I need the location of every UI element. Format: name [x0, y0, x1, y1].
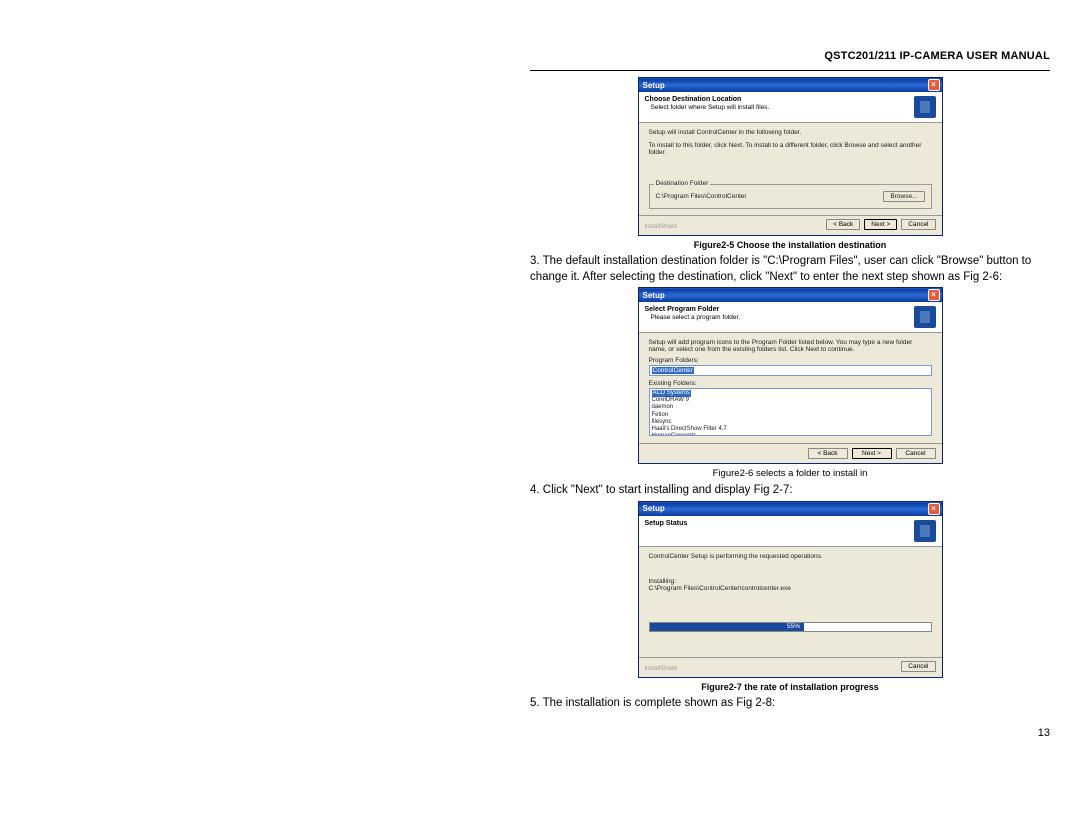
titlebar-text: Setup	[643, 504, 665, 513]
paragraph: 3. The default installation destination …	[530, 254, 1050, 285]
progress-percent: 55%	[787, 623, 800, 630]
paragraph: 4. Click "Next" to start installing and …	[530, 483, 1050, 499]
titlebar-text: Setup	[643, 81, 665, 90]
dialog-body: Setup will add program icons to the Prog…	[639, 333, 942, 443]
next-button[interactable]: Next >	[852, 448, 892, 459]
installer-icon	[914, 520, 936, 542]
setup-dialog-progress: Setup × Setup Status ControlCenter Setup…	[638, 501, 943, 678]
dialog-header-text: Choose Destination Location Select folde…	[645, 96, 914, 111]
program-folder-label: Program Folders:	[649, 357, 932, 364]
next-button[interactable]: Next >	[864, 219, 897, 230]
progress-bar: 55%	[649, 622, 932, 632]
destination-label: Destination Folder	[654, 180, 711, 187]
list-item: CorelDRAW 9	[652, 397, 929, 404]
body-line: Setup will install ControlCenter in the …	[649, 129, 932, 136]
close-icon[interactable]: ×	[928, 79, 940, 91]
cancel-button[interactable]: Cancel	[901, 661, 935, 672]
dialog-header-text: Select Program Folder Please select a pr…	[645, 306, 914, 321]
dialog-body: Setup will install ControlCenter in the …	[639, 123, 942, 215]
dialog-header-title: Setup Status	[645, 520, 914, 527]
destination-path: C:\Program Files\ControlCenter	[656, 193, 747, 200]
cancel-button[interactable]: Cancel	[901, 219, 935, 230]
dialog-footer: InstallShield < Back Next > Cancel	[639, 215, 942, 235]
document-page: QSTC201/211 IP-CAMERA USER MANUAL Setup …	[530, 50, 1050, 739]
header-title: QSTC201/211 IP-CAMERA USER MANUAL	[530, 50, 1050, 62]
page-number: 13	[530, 727, 1050, 739]
close-icon[interactable]: ×	[928, 289, 940, 301]
setup-dialog-folder: Setup × Select Program Folder Please sel…	[638, 287, 943, 464]
setup-dialog-destination: Setup × Choose Destination Location Sele…	[638, 77, 943, 236]
existing-folders-label: Existing Folders:	[649, 380, 932, 387]
progress-fill: 55%	[650, 623, 805, 631]
dialog-header-sub: Please select a program folder.	[645, 314, 914, 321]
installing-label: Installing:	[649, 578, 932, 585]
list-item: filesync	[652, 419, 929, 426]
dialog-footer: < Back Next > Cancel	[639, 443, 942, 463]
dialog-header-title: Select Program Folder	[645, 306, 914, 313]
cancel-button[interactable]: Cancel	[896, 448, 936, 459]
program-folder-input[interactable]: ControlCenter	[649, 365, 932, 376]
titlebar: Setup ×	[639, 502, 942, 516]
program-folder-value: ControlCenter	[652, 367, 694, 374]
list-item: ACD Systems	[652, 390, 691, 397]
footer-buttons: < Back Next > Cancel	[826, 219, 935, 230]
dialog-header-title: Choose Destination Location	[645, 96, 914, 103]
brand-text: InstallShield	[645, 224, 677, 230]
footer-buttons: Cancel	[901, 661, 935, 672]
titlebar: Setup ×	[639, 78, 942, 92]
figure-caption: Figure2-5 Choose the installation destin…	[530, 240, 1050, 250]
dialog-header: Setup Status	[639, 516, 942, 547]
header: QSTC201/211 IP-CAMERA USER MANUAL	[530, 50, 1050, 71]
dialog-footer: InstallShield Cancel	[639, 657, 942, 677]
installer-icon	[914, 306, 936, 328]
titlebar: Setup ×	[639, 288, 942, 302]
existing-folders-list[interactable]: ACD Systems CorelDRAW 9 daemon Fetion fi…	[649, 388, 932, 436]
close-icon[interactable]: ×	[928, 503, 940, 515]
dialog-header-sub: Select folder where Setup will install f…	[645, 104, 914, 111]
dialog-body: ControlCenter Setup is performing the re…	[639, 547, 942, 657]
body-line: Setup will add program icons to the Prog…	[649, 339, 932, 353]
destination-box: Destination Folder C:\Program Files\Cont…	[649, 184, 932, 209]
dialog-header: Choose Destination Location Select folde…	[639, 92, 942, 123]
dialog-header: Select Program Folder Please select a pr…	[639, 302, 942, 333]
list-item: daemon	[652, 404, 929, 411]
browse-button[interactable]: Browse...	[883, 191, 924, 202]
body-line: ControlCenter Setup is performing the re…	[649, 553, 932, 560]
dialog-header-text: Setup Status	[645, 520, 914, 527]
destination-row: C:\Program Files\ControlCenter Browse...	[656, 191, 925, 202]
back-button[interactable]: < Back	[808, 448, 848, 459]
back-button[interactable]: < Back	[826, 219, 860, 230]
list-item: Fetion	[652, 412, 929, 419]
figure-caption: Figure2-6 selects a folder to install in	[530, 468, 1050, 479]
brand-text: InstallShield	[645, 666, 677, 672]
body-line: To install to this folder, click Next. T…	[649, 142, 932, 156]
figure-caption: Figure2-7 the rate of installation progr…	[530, 682, 1050, 692]
list-item: HumanConcepts	[652, 433, 929, 436]
installer-icon	[914, 96, 936, 118]
paragraph: 5. The installation is complete shown as…	[530, 696, 1050, 712]
list-item: Haali's DirectShow Filter 4.7	[652, 426, 929, 433]
titlebar-text: Setup	[643, 291, 665, 300]
install-path: C:\Program Files\ControlCenter\controlce…	[649, 585, 932, 592]
